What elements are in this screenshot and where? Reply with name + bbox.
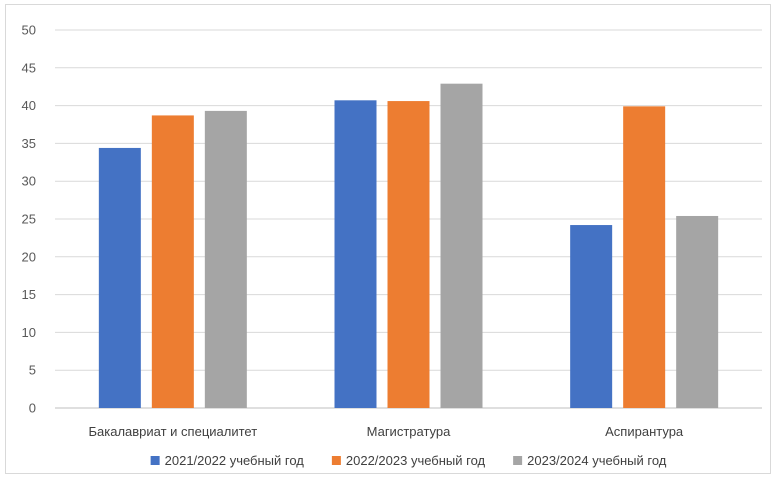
y-tick-label: 15 [22,287,36,302]
y-tick-label: 10 [22,325,36,340]
bar [204,110,247,408]
bar [334,100,377,409]
bar [387,101,430,409]
legend-swatch [331,456,341,465]
y-tick-label: 5 [29,363,36,378]
bar [676,215,719,408]
legend-swatch [150,456,160,465]
bar [570,225,613,408]
legend-label: 2023/2024 учебный год [527,453,667,468]
legend-label: 2022/2023 учебный год [346,453,486,468]
bar [440,83,483,409]
x-category-label: Магистратура [367,424,452,439]
legend-label: 2021/2022 учебный год [165,453,305,468]
bar [98,147,141,408]
x-category-label: Бакалавриат и специалитет [88,424,257,439]
y-tick-label: 50 [22,23,36,38]
y-tick-label: 30 [22,174,36,189]
legend-swatch [513,456,523,465]
bar [151,115,194,408]
y-tick-label: 25 [22,212,36,227]
x-category-label: Аспирантура [605,424,684,439]
y-tick-label: 45 [22,60,36,75]
y-tick-label: 35 [22,136,36,151]
y-tick-label: 40 [22,98,36,113]
y-tick-label: 20 [22,249,36,264]
y-tick-label: 0 [29,401,36,416]
bar [623,106,666,408]
